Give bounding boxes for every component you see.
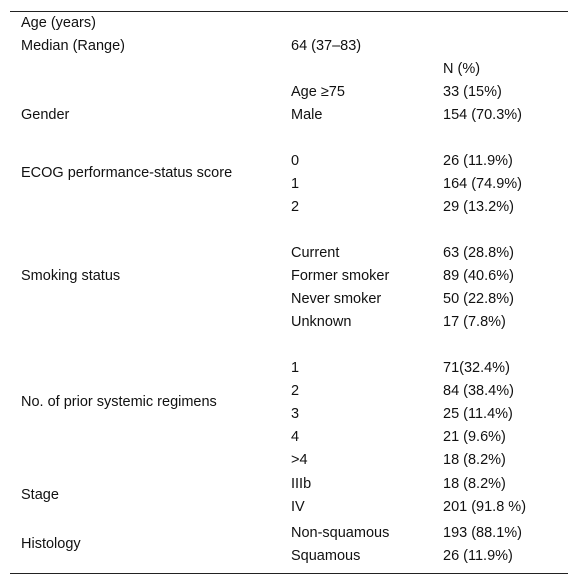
smoking-item-value: 63 (28.8%)	[443, 245, 514, 261]
histology-label: Histology	[21, 536, 81, 552]
regimens-label: No. of prior systemic regimens	[21, 394, 217, 410]
regimens-item-value: 18 (8.2%)	[443, 452, 506, 468]
n-percent-header: N (%)	[443, 61, 481, 77]
regimens-item-value: 25 (11.4%)	[443, 406, 513, 422]
smoking-item-label: Former smoker	[291, 268, 390, 284]
age-header: Age (years)	[21, 15, 96, 31]
stage-item-value: 201 (91.8 %)	[443, 499, 527, 515]
smoking-label: Smoking status	[21, 268, 121, 284]
ecog-item-label: 2	[291, 199, 300, 215]
smoking-item-value: 17 (7.8%)	[443, 314, 506, 330]
regimens-item-label: 2	[291, 383, 300, 399]
regimens-item-value: 84 (38.4%)	[443, 383, 514, 399]
smoking-item-label: Current	[291, 245, 340, 261]
regimens-item-value: 71(32.4%)	[443, 360, 510, 376]
regimens-item-label: 1	[291, 360, 300, 376]
histology-item-value: 26 (11.9%)	[443, 548, 513, 564]
ecog-item-value: 29 (13.2%)	[443, 199, 514, 215]
smoking-item-value: 89 (40.6%)	[443, 268, 514, 284]
gender-item-label: Male	[291, 107, 323, 123]
stage-label: Stage	[21, 487, 59, 503]
age75-value: 33 (15%)	[443, 84, 502, 100]
gender-item-value: 154 (70.3%)	[443, 107, 522, 123]
histology-item-label: Non-squamous	[291, 525, 390, 541]
regimens-item-value: 21 (9.6%)	[443, 429, 506, 445]
regimens-item-label: 4	[291, 429, 300, 445]
median-label: Median (Range)	[21, 38, 125, 54]
regimens-item-label: 3	[291, 406, 300, 422]
age75-label: Age ≥75	[291, 84, 345, 100]
ecog-label: ECOG performance-status score	[21, 165, 233, 181]
stage-item-label: IV	[291, 499, 305, 515]
stage-item-value: 18 (8.2%)	[443, 476, 506, 492]
histology-item-value: 193 (88.1%)	[443, 525, 522, 541]
smoking-item-label: Never smoker	[291, 291, 382, 307]
ecog-item-value: 26 (11.9%)	[443, 153, 513, 169]
ecog-item-label: 1	[291, 176, 300, 192]
regimens-item-label: >4	[291, 452, 308, 468]
stage-item-label: IIIb	[291, 476, 312, 492]
smoking-item-value: 50 (22.8%)	[443, 291, 514, 307]
ecog-item-label: 0	[291, 153, 300, 169]
table-top-rule	[10, 11, 568, 12]
median-value: 64 (37–83)	[291, 38, 362, 54]
smoking-item-label: Unknown	[291, 314, 352, 330]
ecog-item-value: 164 (74.9%)	[443, 176, 522, 192]
gender-label: Gender	[21, 107, 70, 123]
table-bottom-rule	[10, 573, 568, 574]
histology-item-label: Squamous	[291, 548, 361, 564]
